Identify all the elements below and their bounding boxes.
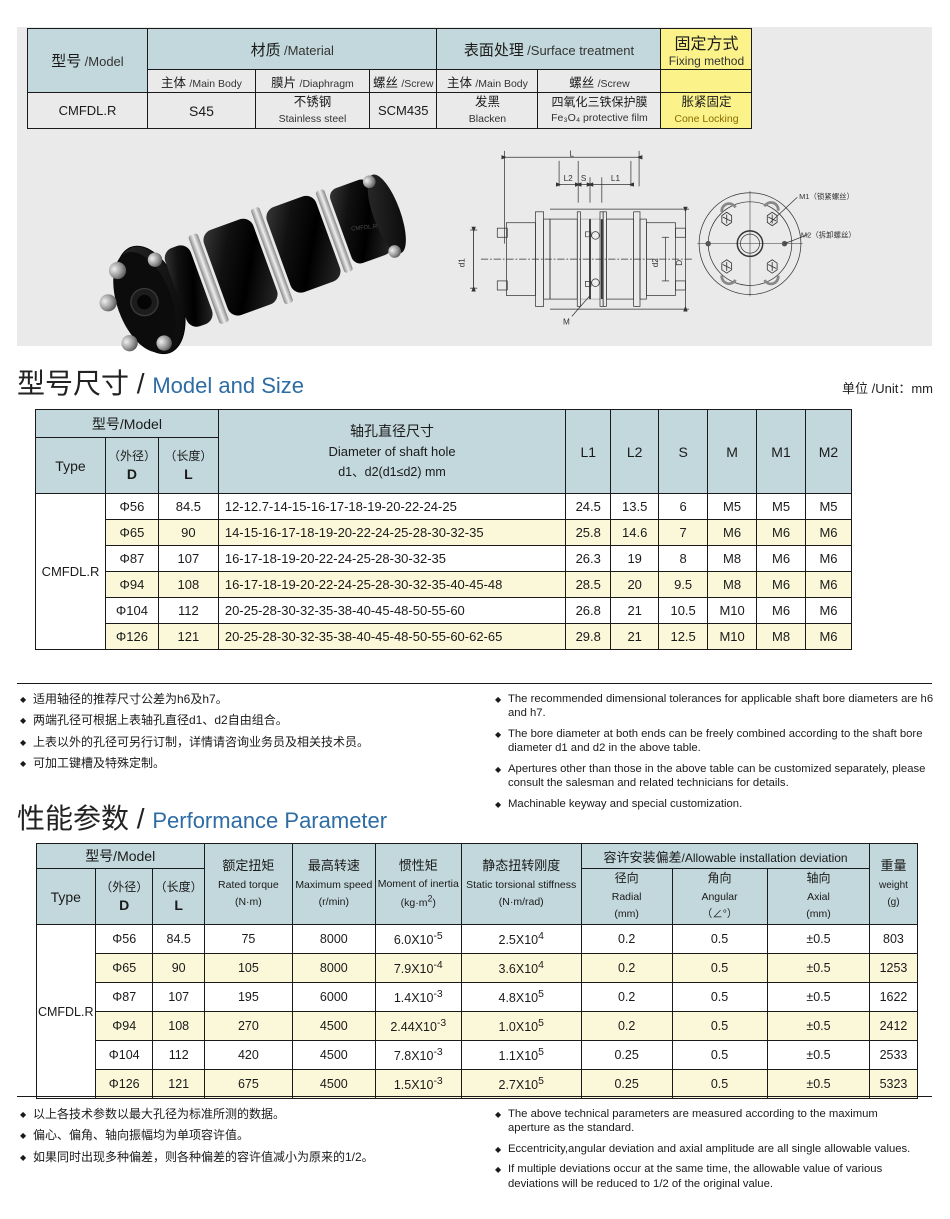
svg-text:M: M	[563, 318, 570, 327]
svg-text:L: L	[570, 150, 575, 158]
svg-text:d1: d1	[458, 258, 467, 268]
svg-text:M1（锁紧螺丝）: M1（锁紧螺丝）	[799, 191, 854, 201]
svg-text:D: D	[675, 260, 684, 266]
svg-text:S: S	[581, 174, 587, 183]
svg-text:M2（拆卸螺丝）: M2（拆卸螺丝）	[801, 229, 856, 239]
svg-text:d2: d2	[651, 258, 660, 268]
svg-text:L2: L2	[564, 174, 574, 183]
svg-text:L1: L1	[611, 174, 621, 183]
